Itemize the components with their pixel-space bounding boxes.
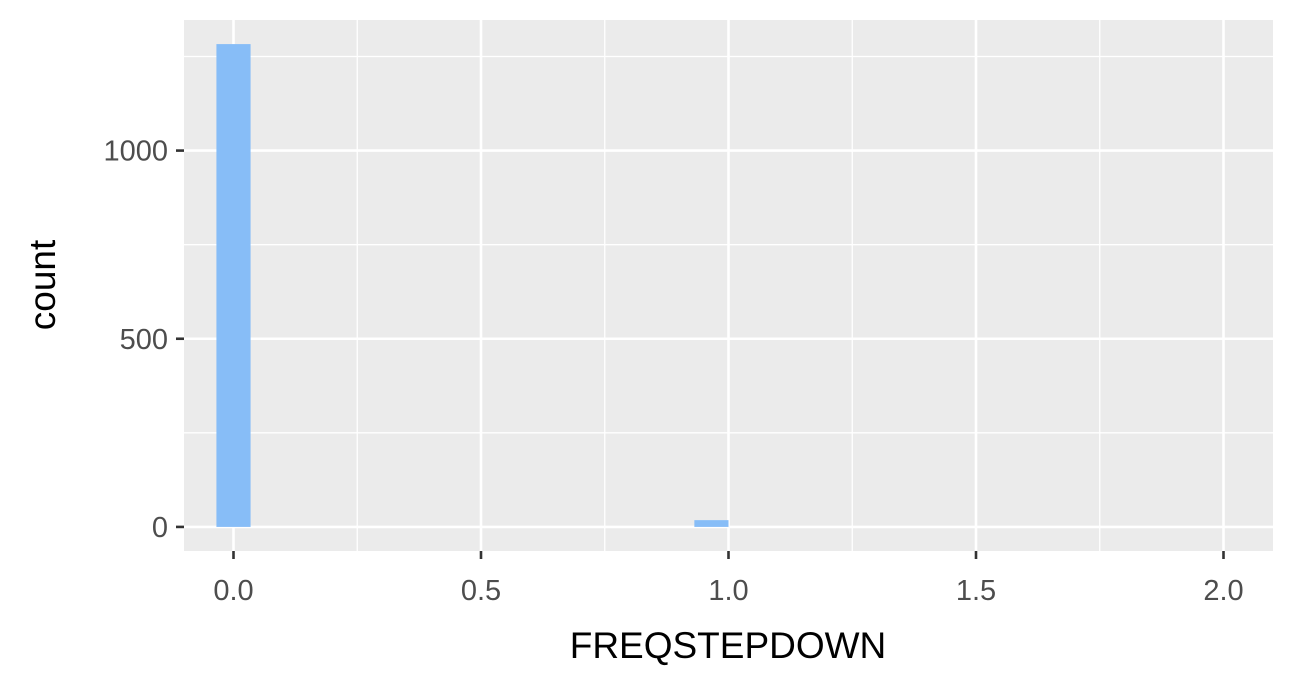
x-tick-label: 1.0 xyxy=(708,575,748,607)
x-axis-title: FREQSTEPDOWN xyxy=(570,625,887,666)
y-axis: 0 500 1000 xyxy=(103,136,184,544)
x-tick-label: 1.5 xyxy=(956,575,996,607)
y-tick-label: 500 xyxy=(120,324,168,356)
histogram-bar xyxy=(694,520,729,527)
y-axis-title: count xyxy=(22,239,63,330)
x-tick-label: 0.0 xyxy=(213,575,253,607)
histogram-bar xyxy=(216,44,251,527)
histogram-bars xyxy=(216,44,729,527)
x-axis: 0.0 0.5 1.0 1.5 2.0 xyxy=(213,551,1244,607)
x-tick-label: 2.0 xyxy=(1203,575,1243,607)
y-tick-label: 0 xyxy=(152,512,168,544)
y-tick-label: 1000 xyxy=(103,136,168,168)
x-tick-label: 0.5 xyxy=(461,575,501,607)
